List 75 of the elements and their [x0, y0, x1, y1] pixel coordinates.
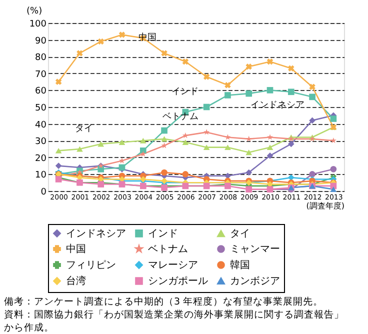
point: [98, 141, 104, 147]
point: [246, 136, 252, 142]
point: [140, 138, 146, 144]
point: [288, 88, 294, 96]
y-tick-label: 100: [29, 20, 47, 30]
point: [161, 136, 168, 142]
legend-label: 韓国: [230, 259, 250, 271]
y-tick-label: 90: [35, 36, 47, 46]
point: [76, 146, 83, 152]
point: [309, 84, 316, 90]
legend-label: 中国: [66, 243, 86, 255]
point: [330, 166, 337, 172]
legend-label: カンボジア: [230, 276, 280, 287]
point: [161, 127, 168, 134]
point: [246, 64, 252, 70]
point: [55, 162, 62, 169]
point: [55, 148, 62, 154]
point: [224, 92, 231, 98]
y-tick-label: 70: [35, 70, 47, 80]
point: [98, 38, 104, 45]
point: [118, 32, 126, 38]
legend-label: タイ: [230, 228, 250, 240]
point: [76, 50, 83, 56]
point: [203, 74, 210, 80]
x-axis-title: (調査年度): [306, 202, 344, 210]
point: [309, 171, 316, 178]
point: [266, 144, 274, 150]
legend-label: ベトナム: [148, 244, 188, 255]
legend-label: ミャンマー: [230, 244, 280, 255]
legend-label: インド: [148, 228, 178, 240]
point: [266, 58, 274, 65]
point: [266, 152, 274, 159]
point: [182, 171, 189, 178]
point: [55, 78, 62, 85]
y-tick-label: 20: [35, 154, 47, 164]
y-tick-label: 50: [35, 104, 47, 114]
y-tick-label: 0: [40, 188, 47, 198]
point: [246, 90, 252, 97]
point: [182, 58, 189, 65]
point: [266, 87, 274, 94]
point: [246, 169, 252, 176]
annotation: タイ: [74, 124, 93, 134]
point: [330, 137, 336, 144]
legend-label: マレーシア: [148, 260, 198, 271]
text: 備考：アンケート調査による中期的（3 年程度）な有望な事業展開先。: [4, 296, 324, 308]
point: [246, 186, 252, 192]
y-tick-label: 30: [35, 137, 47, 148]
y-tick-label: 60: [35, 86, 47, 97]
point: [161, 50, 168, 56]
legend-label: 台湾: [66, 275, 86, 287]
point: [203, 104, 210, 110]
y-axis-title: (%): [26, 6, 42, 16]
point: [330, 116, 337, 122]
y-tick-label: 40: [35, 120, 47, 130]
point: [204, 129, 210, 135]
point: [309, 117, 316, 124]
legend-label: インドネシア: [66, 228, 126, 240]
point: [224, 144, 231, 150]
point: [140, 150, 146, 157]
y-tick-label: 10: [35, 170, 47, 181]
point: [161, 142, 168, 148]
point: [161, 169, 168, 176]
legend-label: シンガポール: [148, 276, 208, 287]
point: [182, 140, 189, 146]
point: [330, 186, 337, 192]
point: [224, 82, 231, 88]
point: [288, 140, 294, 148]
legend-label: フィリピン: [66, 260, 116, 271]
point: [246, 150, 252, 156]
point: [288, 65, 294, 72]
point: [203, 144, 210, 150]
point: [118, 140, 126, 146]
y-tick-label: 80: [35, 53, 47, 64]
text: 資料：国際協力銀行「わが国製造業企業の海外事業展開に関する調査報告」から作成。: [4, 308, 344, 334]
point: [309, 94, 316, 100]
